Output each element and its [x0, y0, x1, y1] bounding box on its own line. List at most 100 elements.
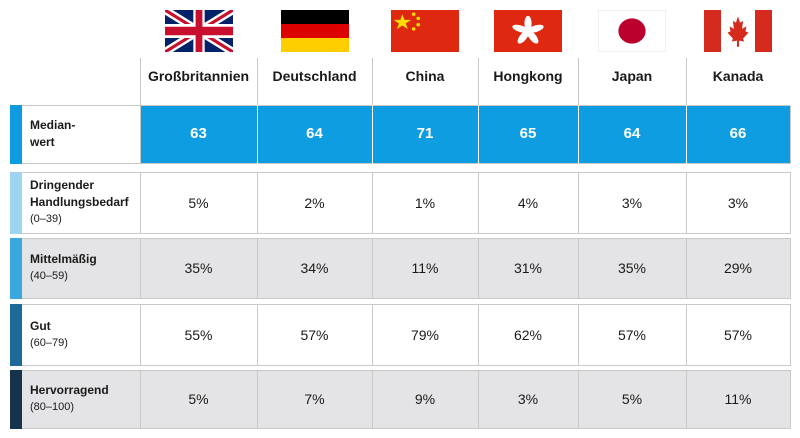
column-divider [478, 304, 479, 366]
column-divider [790, 370, 791, 429]
row-label: Hervorragend (80–100) [30, 382, 109, 416]
column-divider [790, 238, 791, 299]
table-cell: 3% [727, 194, 749, 211]
row-label-text: Handlungsbedarf [30, 195, 129, 209]
row-label: Gut (60–79) [30, 318, 68, 352]
row-border [10, 365, 790, 366]
column-divider [686, 304, 687, 366]
row-accent-bar [10, 304, 22, 366]
column-divider [478, 238, 479, 299]
column-divider [257, 370, 258, 429]
table-cell: 2% [304, 194, 325, 211]
table-cell: 31% [513, 260, 543, 276]
table-cell: 34% [300, 260, 329, 276]
column-divider [140, 370, 141, 429]
uk-flag-icon [164, 10, 233, 52]
table-cell: 1% [414, 194, 436, 211]
column-divider [686, 105, 687, 164]
row-border [10, 304, 790, 305]
row-accent-bar [10, 238, 22, 299]
row-label-text: Median- [30, 118, 76, 132]
column-divider [257, 304, 258, 366]
table-cell: 5% [188, 391, 209, 407]
column-divider [372, 304, 373, 366]
table-cell: 57% [617, 326, 647, 343]
table-cell: 9% [414, 391, 436, 407]
column-divider [372, 172, 373, 234]
column-divider [578, 172, 579, 234]
table-cell: 64 [306, 125, 323, 142]
column-divider [686, 370, 687, 429]
column-divider [478, 172, 479, 234]
row-label-text: wert [30, 135, 55, 149]
column-divider [578, 238, 579, 299]
row-accent-bar [10, 105, 22, 164]
table-cell: 66 [729, 125, 747, 142]
column-divider [257, 238, 258, 299]
column-divider [578, 58, 579, 105]
row-accent-bar [10, 172, 22, 234]
table-cell: 3% [517, 391, 539, 407]
country-header: Kanada [712, 68, 764, 84]
country-header: Großbritannien [147, 68, 250, 84]
table-cell: 65 [519, 125, 537, 142]
column-divider [478, 105, 479, 164]
column-divider [140, 238, 141, 299]
column-divider [686, 238, 687, 299]
row-border [10, 172, 790, 173]
row-label: Dringender Handlungsbedarf (0–39) [30, 177, 129, 228]
column-divider [372, 238, 373, 299]
china-flag-icon [391, 10, 459, 52]
table-cell: 5% [188, 194, 209, 211]
column-divider [686, 172, 687, 234]
table-cell: 57% [300, 326, 329, 343]
row-label-text: Hervorragend [30, 383, 109, 397]
column-divider [478, 370, 479, 429]
row-label-range: (80–100) [30, 401, 75, 413]
row-label: Mittelmäßig (40–59) [30, 251, 97, 285]
row-border [10, 238, 790, 239]
row-border [10, 233, 790, 234]
table-cell: 3% [621, 194, 643, 211]
row-label-text: Gut [30, 318, 51, 333]
country-header: Deutschland [272, 68, 357, 84]
column-divider [790, 172, 791, 234]
row-border [10, 428, 790, 429]
row-label-text: Dringender [30, 178, 95, 192]
table-cell: 11% [411, 260, 439, 276]
column-divider [578, 304, 579, 366]
row-border [10, 298, 790, 299]
column-divider [578, 370, 579, 429]
table-cell: 5% [621, 391, 643, 407]
canada-flag-icon [704, 10, 772, 52]
column-divider [478, 58, 479, 105]
column-divider [686, 58, 687, 105]
column-divider [257, 172, 258, 234]
column-divider [257, 105, 258, 164]
country-header: Hongkong [493, 68, 563, 84]
table-cell: 64 [623, 125, 641, 142]
column-divider [790, 105, 791, 164]
column-divider [578, 105, 579, 164]
row-label: Median-wert [30, 117, 75, 151]
table-cell: 62% [513, 326, 543, 343]
median-highlight [140, 105, 790, 163]
table-cell: 71 [416, 125, 434, 142]
country-header: China [405, 68, 445, 84]
table-cell: 11% [724, 391, 752, 407]
column-divider [257, 58, 258, 105]
column-divider [140, 172, 141, 234]
row-label-range: (40–59) [30, 270, 68, 282]
row-border [10, 105, 790, 106]
column-divider [372, 370, 373, 429]
germany-flag-icon [280, 10, 349, 52]
row-label-range: (60–79) [30, 336, 68, 349]
column-divider [372, 58, 373, 105]
row-label-text: Mittelmäßig [30, 252, 97, 266]
row-label-range: (0–39) [30, 213, 62, 225]
table-cell: 57% [723, 326, 753, 343]
table-cell: 35% [184, 260, 213, 276]
japan-flag-icon [598, 10, 666, 52]
row-accent-bar [10, 370, 22, 429]
column-divider [372, 105, 373, 164]
